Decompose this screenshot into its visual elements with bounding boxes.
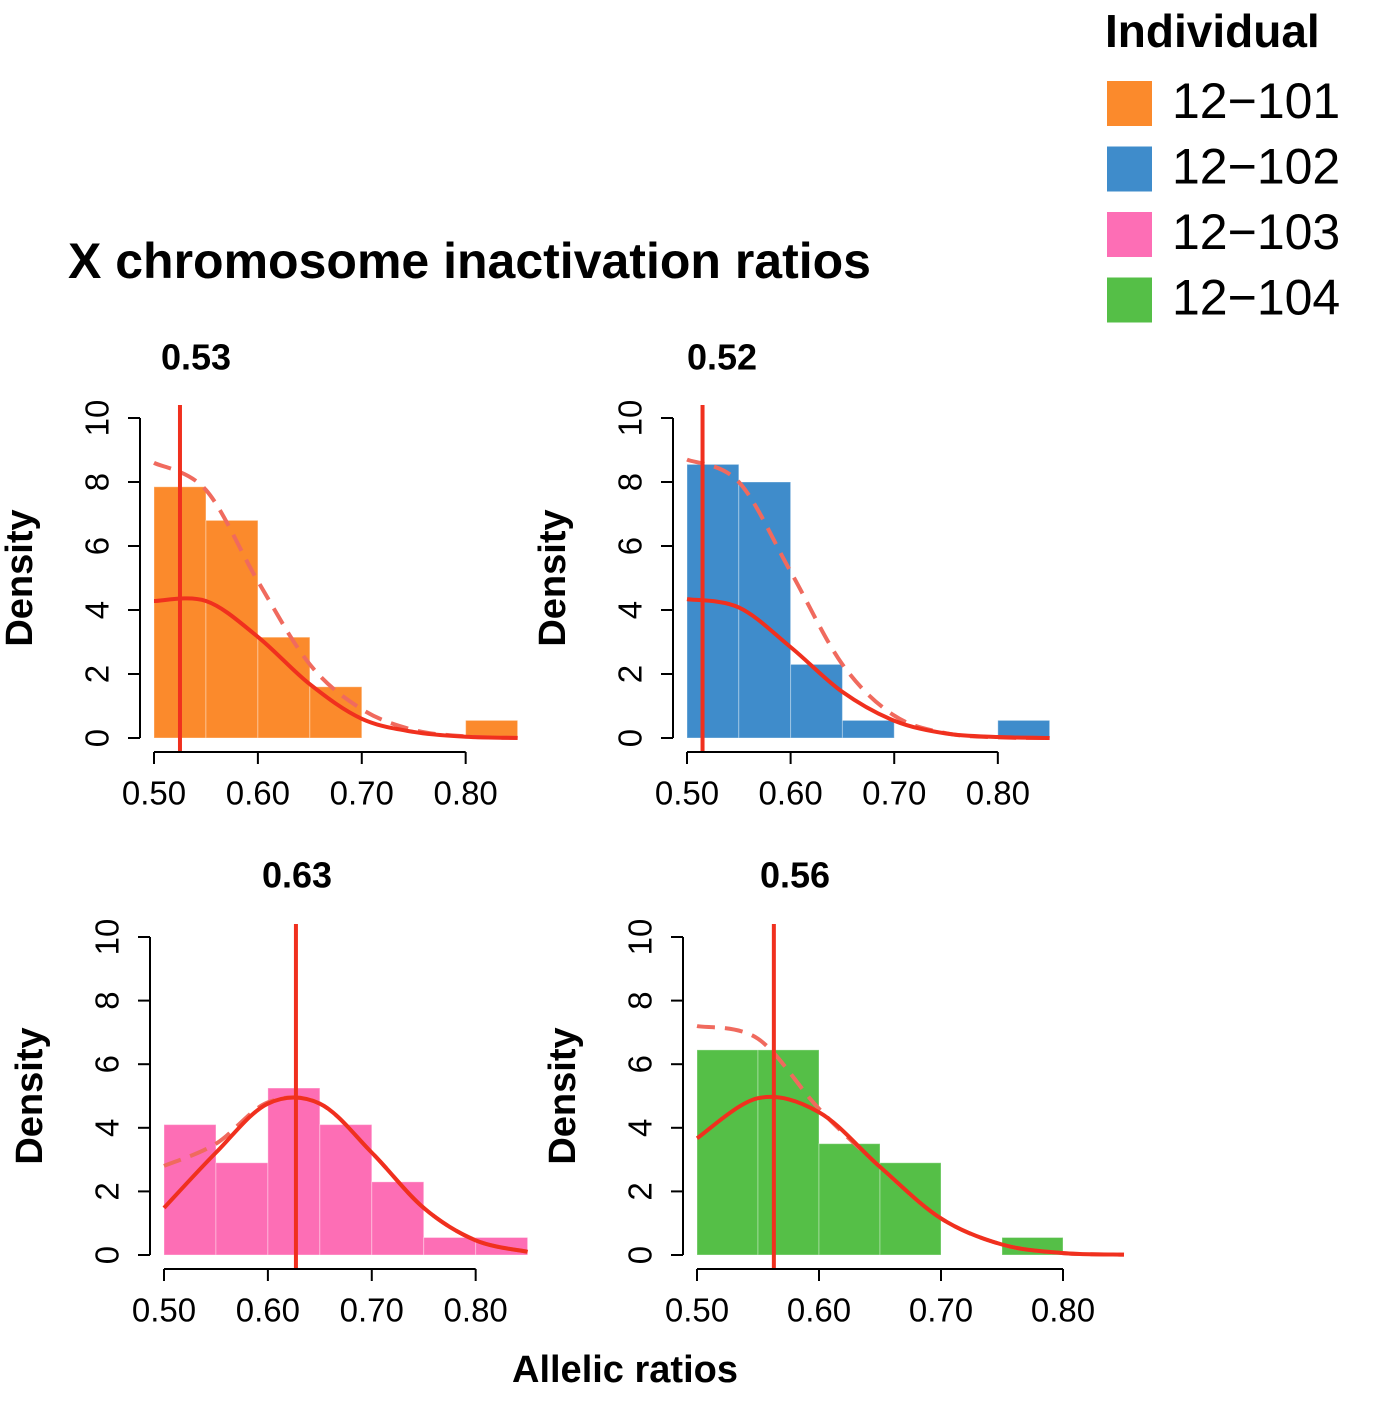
histogram-bar	[163, 1124, 217, 1256]
panel-title: 0.56	[760, 855, 830, 896]
y-tick-label: 2	[79, 665, 116, 683]
legend-label: 12−101	[1172, 73, 1340, 129]
y-tick-label: 2	[89, 1182, 126, 1200]
x-tick-label: 0.80	[444, 1292, 508, 1329]
histogram-bar	[841, 719, 895, 739]
y-tick-label: 4	[612, 601, 649, 619]
legend-swatch	[1107, 146, 1152, 192]
y-tick-label: 8	[79, 473, 116, 491]
legend-swatch	[1107, 81, 1152, 126]
histogram-bar	[309, 686, 363, 739]
y-axis-label: Density	[9, 1027, 51, 1164]
panel-title: 0.63	[262, 855, 332, 896]
histogram-bar	[215, 1162, 269, 1256]
y-tick-label: 2	[612, 665, 649, 683]
y-tick-label: 8	[89, 991, 126, 1009]
x-tick-label: 0.70	[909, 1292, 973, 1329]
histogram-bar	[267, 1087, 321, 1256]
density-curve	[686, 597, 1050, 740]
histogram-bar	[257, 636, 311, 739]
panel-title: 0.52	[687, 337, 757, 378]
histogram-bar	[757, 1049, 820, 1256]
legend-title: Individual	[1105, 5, 1320, 57]
x-tick-label: 0.70	[862, 775, 926, 812]
y-tick-label: 6	[89, 1055, 126, 1073]
legend-swatch	[1107, 277, 1152, 323]
y-tick-label: 4	[89, 1119, 126, 1137]
y-tick-label: 0	[622, 1246, 659, 1264]
y-tick-label: 8	[612, 473, 649, 491]
legend-label: 12−102	[1172, 139, 1340, 195]
legend-swatch	[1107, 212, 1152, 257]
x-tick-label: 0.50	[132, 1292, 196, 1329]
x-tick-label: 0.60	[758, 775, 822, 812]
x-tick-label: 0.80	[966, 775, 1030, 812]
y-tick-label: 6	[79, 537, 116, 555]
density-curve	[695, 1094, 1125, 1257]
x-tick-label: 0.80	[1031, 1292, 1095, 1329]
legend-label: 12−104	[1172, 270, 1340, 326]
x-tick-label: 0.80	[434, 775, 498, 812]
density-curve	[162, 1095, 529, 1254]
y-tick-label: 0	[612, 729, 649, 747]
y-tick-label: 10	[79, 400, 116, 437]
x-tick-label: 0.50	[122, 775, 186, 812]
y-tick-label: 6	[622, 1055, 659, 1073]
y-tick-label: 10	[622, 919, 659, 956]
y-tick-label: 0	[89, 1246, 126, 1264]
x-tick-label: 0.50	[665, 1292, 729, 1329]
histogram-bar	[818, 1143, 881, 1256]
y-tick-label: 4	[622, 1119, 659, 1137]
y-tick-label: 4	[79, 601, 116, 619]
y-axis-label: Density	[532, 509, 574, 646]
x-axis-label: Allelic ratios	[512, 1349, 738, 1391]
y-axis-label: Density	[542, 1027, 584, 1164]
y-tick-label: 6	[612, 537, 649, 555]
x-tick-label: 0.70	[330, 775, 394, 812]
y-tick-label: 2	[622, 1182, 659, 1200]
y-tick-label: 8	[622, 991, 659, 1009]
x-tick-label: 0.60	[236, 1292, 300, 1329]
y-tick-label: 0	[79, 729, 116, 747]
x-tick-label: 0.50	[655, 775, 719, 812]
y-tick-label: 10	[612, 400, 649, 437]
histogram-bar	[696, 1049, 759, 1256]
y-axis-label: Density	[0, 509, 41, 646]
x-tick-label: 0.60	[226, 775, 290, 812]
density-curve	[153, 596, 518, 740]
figure-title: X chromosome inactivation ratios	[68, 233, 871, 289]
x-tick-label: 0.60	[787, 1292, 851, 1329]
y-tick-label: 10	[89, 919, 126, 956]
x-tick-label: 0.70	[340, 1292, 404, 1329]
histogram-bar	[790, 663, 843, 739]
legend-label: 12−103	[1172, 204, 1340, 260]
panel-title: 0.53	[161, 337, 231, 378]
histogram-bar	[423, 1237, 477, 1256]
histogram-bar	[371, 1181, 425, 1256]
